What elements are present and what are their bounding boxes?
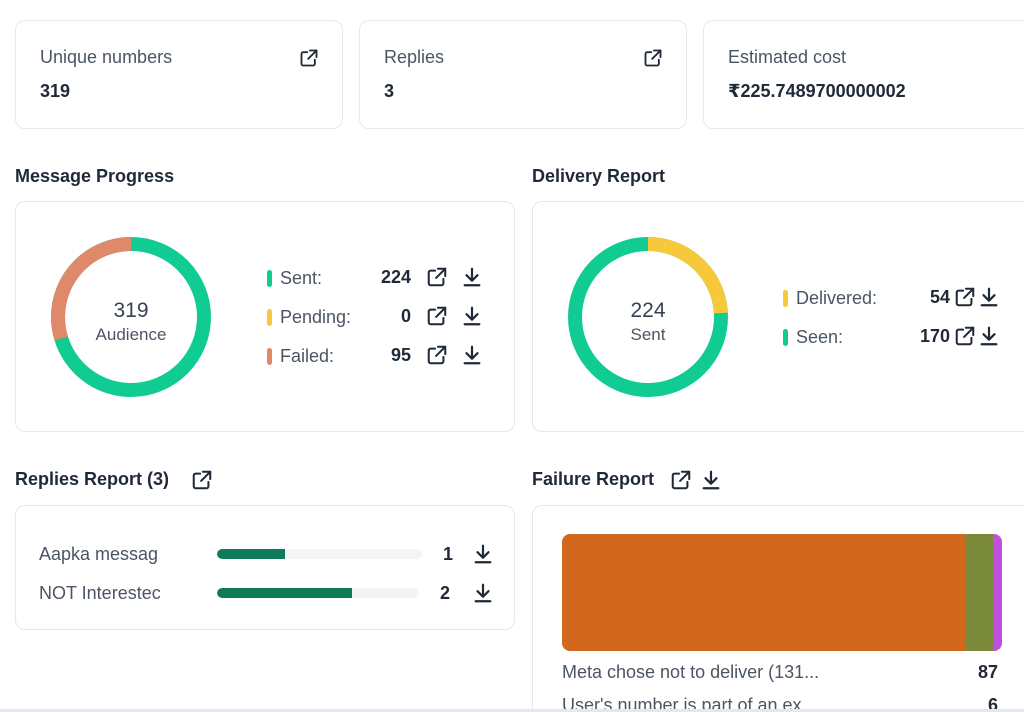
external-link-icon[interactable]: [954, 286, 976, 308]
audience-label: Audience: [95, 325, 167, 344]
delivery-report-donut: [568, 237, 728, 397]
reply-progress-fill: [217, 549, 286, 559]
failure-report-title: Failure Report: [532, 469, 655, 489]
legend-seen: Seen:: [783, 325, 843, 349]
failure-report-card: Meta chose not to deliver (131... 87 Use…: [532, 505, 1024, 712]
replies-report-title: Replies Report (3): [15, 469, 170, 489]
external-link-icon[interactable]: [426, 305, 448, 327]
stat-label: Estimated cost: [728, 47, 847, 67]
download-icon[interactable]: [461, 344, 483, 366]
stat-value: 3: [384, 81, 395, 101]
legend-label: Delivered:: [796, 287, 878, 308]
reply-progress-track: [217, 588, 419, 598]
legend-pending: Pending:: [267, 305, 351, 329]
delivery-report-card: 224 Sent Delivered: 54 Seen: 170: [532, 201, 1024, 432]
legend-sent: Sent:: [267, 266, 322, 290]
stat-label: Unique numbers: [40, 47, 173, 67]
legend-label: Sent:: [280, 267, 323, 288]
external-link-icon[interactable]: [670, 469, 692, 491]
sent-value: 224: [380, 267, 411, 287]
stat-value: 319: [40, 81, 71, 101]
failure-segment: [562, 534, 965, 651]
reply-progress-fill: [217, 588, 352, 598]
stat-label: Replies: [384, 47, 445, 67]
stat-card-unique-numbers: Unique numbers 319: [15, 20, 343, 129]
legend-label: Seen:: [796, 326, 844, 347]
reply-label: Aapka messag: [39, 544, 159, 564]
delivered-arc: [568, 237, 728, 397]
external-link-icon[interactable]: [643, 48, 663, 68]
failed-value: 95: [390, 345, 411, 365]
message-progress-card: 319 Audience Sent: 224 Pending: 0 Failed…: [15, 201, 515, 432]
legend-label: Pending:: [280, 306, 352, 327]
legend-label: Failed:: [280, 345, 335, 366]
failure-segment: [992, 534, 1002, 651]
download-icon[interactable]: [461, 305, 483, 327]
external-link-icon[interactable]: [191, 469, 213, 491]
failure-segment: [964, 534, 993, 651]
external-link-icon[interactable]: [954, 325, 976, 347]
seen-value: 170: [919, 326, 950, 346]
external-link-icon[interactable]: [299, 48, 319, 68]
failure-reason-label: User's number is part of an ex...: [562, 695, 817, 712]
reply-count: 1: [443, 544, 454, 564]
pending-swatch: [267, 308, 272, 326]
reply-label: NOT Interestec: [39, 583, 161, 603]
download-icon[interactable]: [978, 325, 1000, 347]
message-progress-title: Message Progress: [15, 166, 175, 186]
download-icon[interactable]: [700, 469, 722, 491]
sent-count: 224: [630, 299, 666, 322]
message-progress-donut: [51, 237, 211, 397]
reply-progress-track: [217, 549, 422, 559]
failed-swatch: [267, 347, 272, 365]
donut-center: 224 Sent: [588, 299, 708, 345]
seen-swatch: [783, 328, 788, 346]
stat-value: ₹225.7489700000002: [728, 81, 906, 101]
stat-card-replies: Replies 3: [359, 20, 687, 129]
donut-center: 319 Audience: [71, 299, 191, 345]
legend-delivered: Delivered:: [783, 286, 877, 310]
failure-reason-count: 6: [987, 695, 998, 712]
sent-swatch: [267, 269, 272, 287]
legend-failed: Failed:: [267, 344, 334, 368]
reply-count: 2: [440, 583, 451, 603]
failure-reason-label: Meta chose not to deliver (131...: [562, 662, 820, 682]
failure-reason-count: 87: [977, 662, 998, 682]
delivery-report-title: Delivery Report: [532, 166, 666, 186]
sent-label: Sent: [630, 325, 666, 344]
pending-value: 0: [400, 306, 411, 326]
bottom-divider: [0, 709, 1024, 712]
external-link-icon[interactable]: [426, 344, 448, 366]
delivered-swatch: [783, 289, 788, 307]
replies-report-card: Aapka messag 1 NOT Interestec 2: [15, 505, 515, 630]
delivered-value: 54: [929, 287, 950, 307]
download-icon[interactable]: [472, 543, 494, 565]
failure-stacked-bar: [562, 534, 1002, 651]
download-icon[interactable]: [472, 582, 494, 604]
stat-card-estimated-cost: Estimated cost ₹225.7489700000002: [703, 20, 1024, 129]
external-link-icon[interactable]: [426, 266, 448, 288]
download-icon[interactable]: [978, 286, 1000, 308]
audience-count: 319: [113, 299, 149, 322]
download-icon[interactable]: [461, 266, 483, 288]
